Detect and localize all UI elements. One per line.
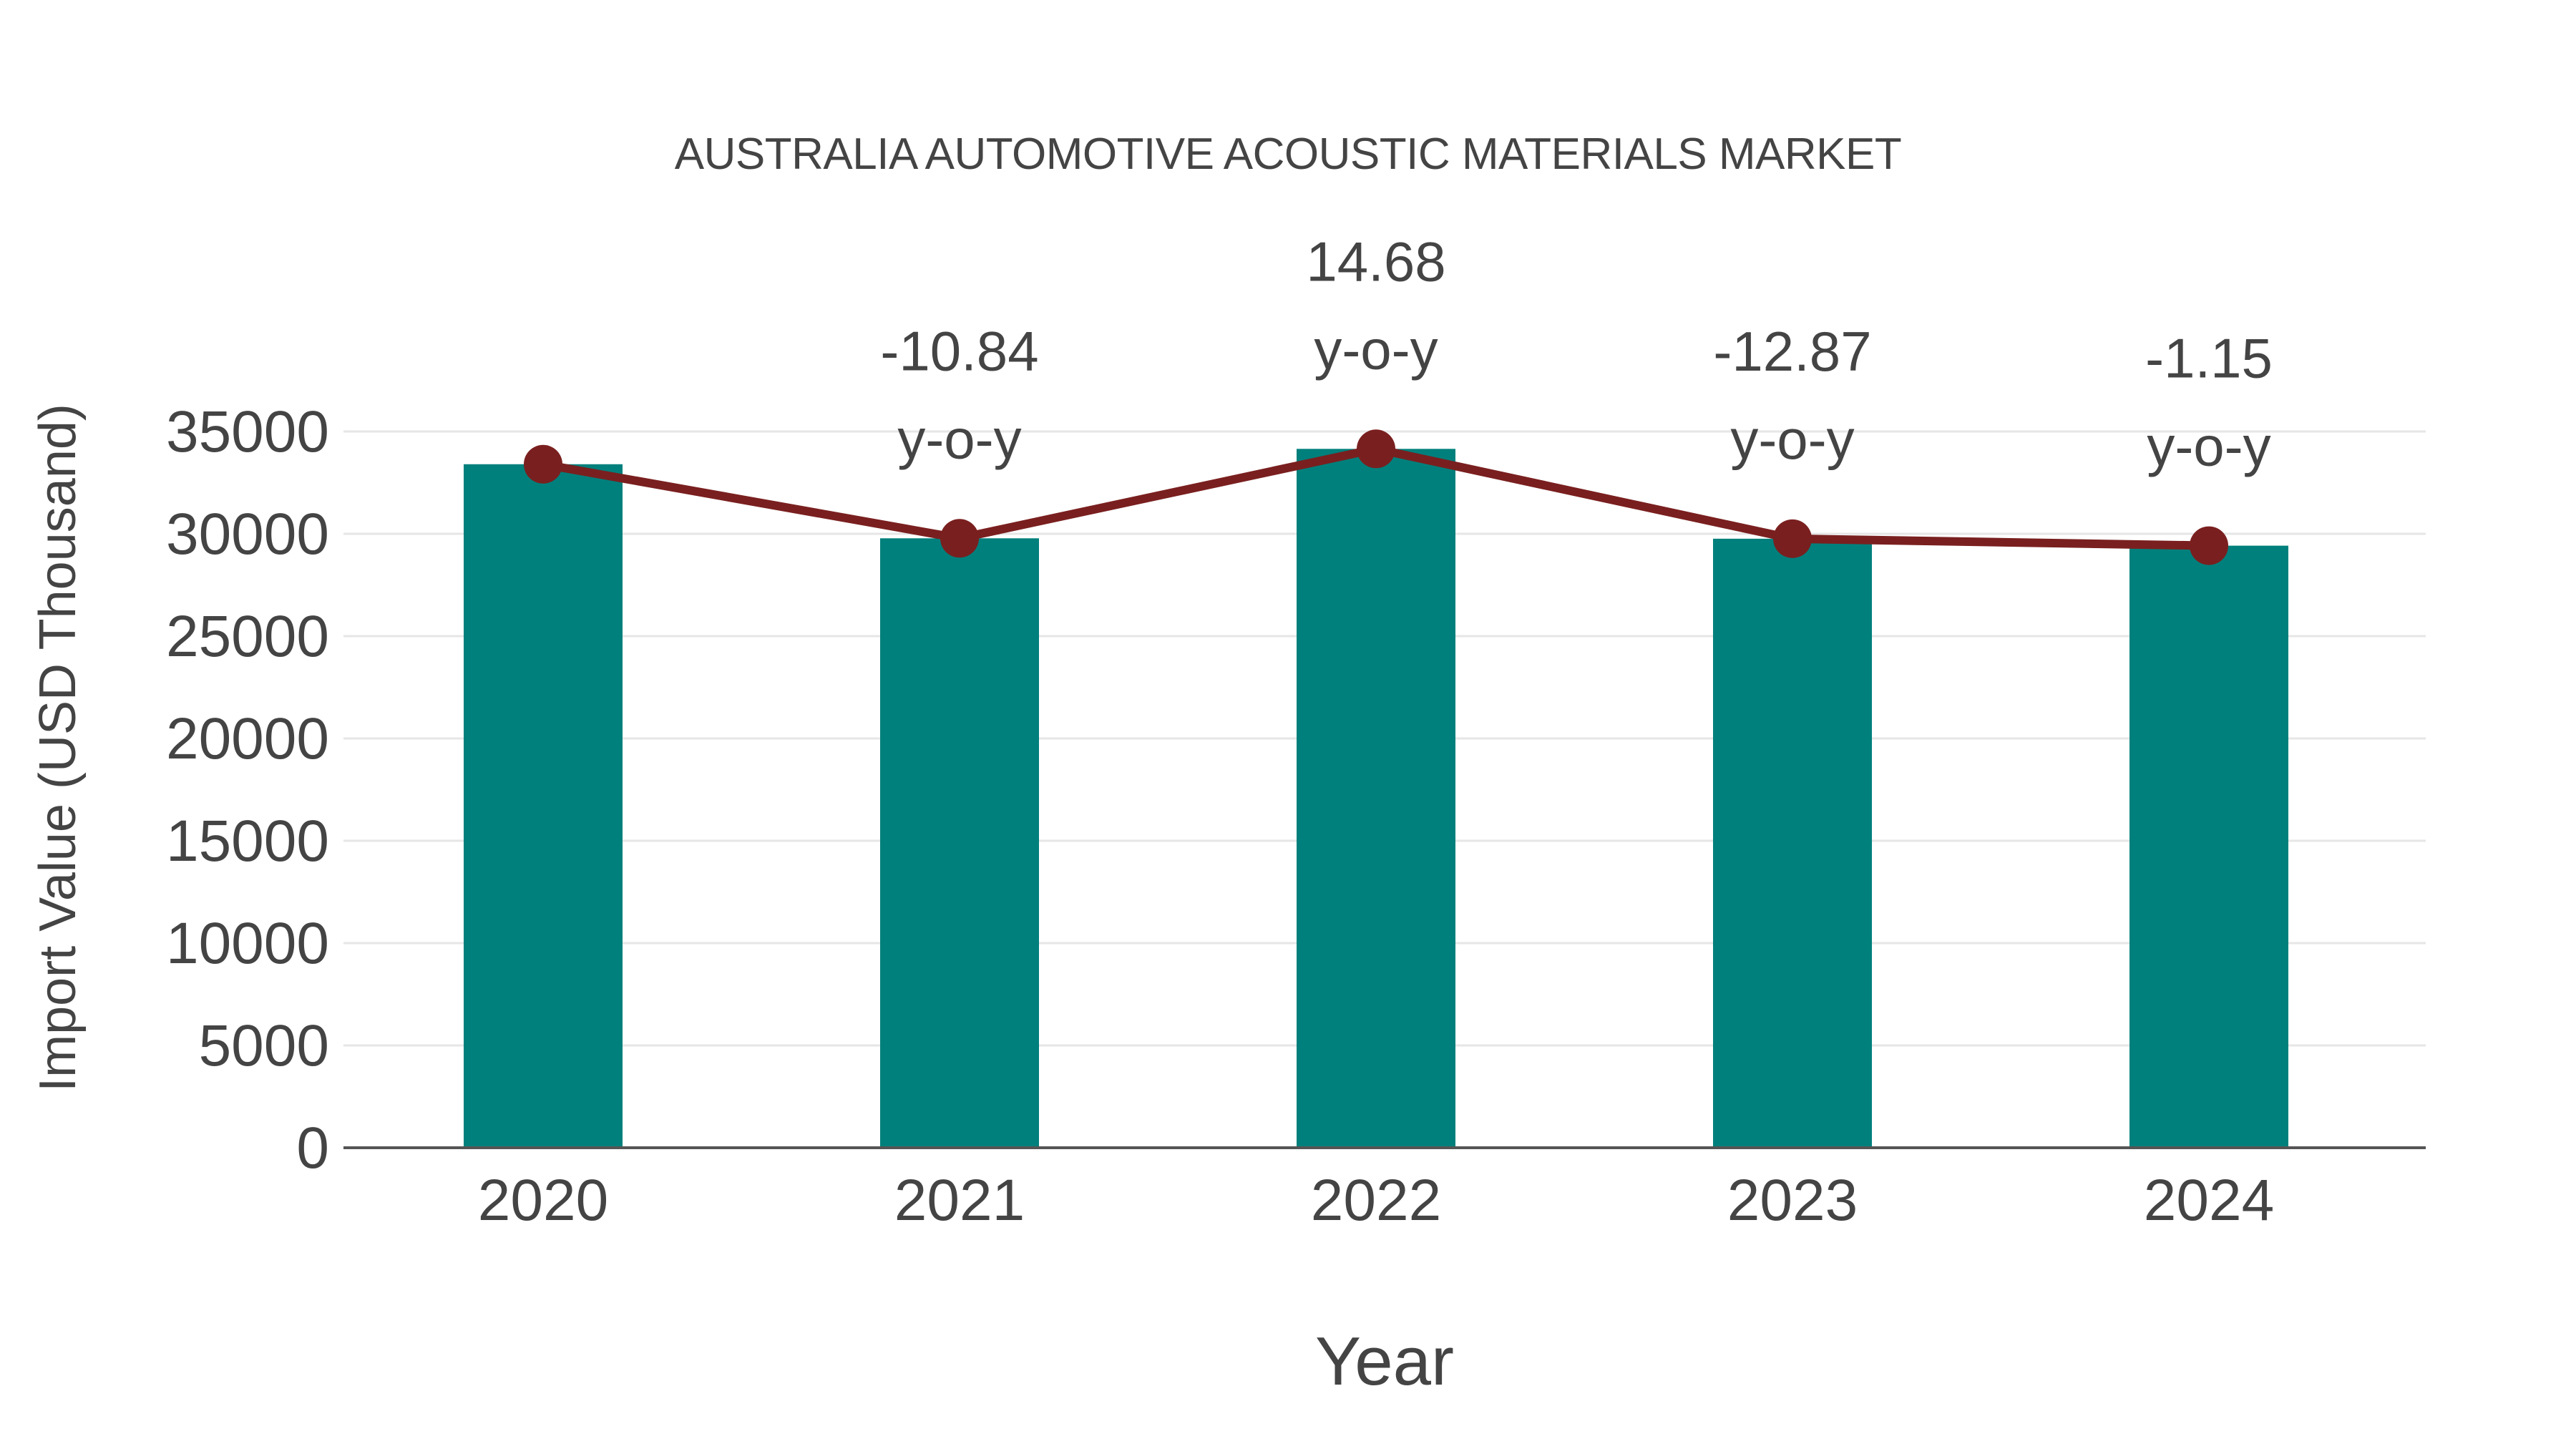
x-tick-label: 2020 (478, 1168, 608, 1233)
y-tick-label: 5000 (199, 1013, 329, 1078)
yoy-suffix: y-o-y (1314, 318, 1438, 381)
yoy-value: -1.15 (2145, 327, 2273, 390)
trend-marker (940, 519, 979, 558)
yoy-value: -12.87 (1713, 320, 1871, 383)
y-axis-title: Import Value (USD Thousand) (29, 404, 87, 1092)
x-axis-ticks: 2020 2021 2022 2023 2024 (478, 1168, 2274, 1233)
x-tick-label: 2022 (1311, 1168, 1441, 1233)
bar-series (464, 449, 2288, 1148)
trend-marker (2190, 526, 2228, 565)
yoy-value: 14.68 (1306, 230, 1445, 293)
y-axis-ticks: 0 5000 10000 15000 20000 25000 30000 35000 (166, 399, 329, 1181)
x-tick-label: 2024 (2144, 1168, 2274, 1233)
x-axis-title: Year (1315, 1323, 1454, 1400)
trend-marker (524, 444, 562, 484)
bar-2022 (1297, 449, 1455, 1148)
bar-2024 (2129, 545, 2288, 1148)
yoy-annotations: -10.84 y-o-y 14.68 y-o-y -12.87 y-o-y -1.15 y-o… (880, 230, 2272, 477)
y-tick-label: 35000 (166, 399, 329, 464)
y-tick-label: 15000 (166, 809, 329, 874)
trend-marker (1357, 429, 1395, 469)
yoy-suffix: y-o-y (897, 407, 1021, 470)
trend-marker (1773, 519, 1812, 558)
y-tick-label: 20000 (166, 706, 329, 771)
bar-2021 (880, 538, 1039, 1148)
yoy-suffix: y-o-y (1730, 408, 1854, 471)
y-tick-label: 0 (296, 1116, 329, 1181)
bar-2020 (464, 464, 623, 1148)
yoy-suffix: y-o-y (2147, 415, 2270, 478)
y-tick-label: 10000 (166, 911, 329, 976)
bar-2023 (1713, 538, 1872, 1148)
y-tick-label: 30000 (166, 502, 329, 567)
chart-title: AUSTRALIA AUTOMOTIVE ACOUSTIC MATERIALS … (674, 130, 1902, 179)
yoy-value: -10.84 (880, 319, 1038, 382)
y-tick-label: 25000 (166, 604, 329, 669)
x-tick-label: 2023 (1727, 1168, 1858, 1233)
x-tick-label: 2021 (894, 1168, 1025, 1233)
line-series (524, 429, 2228, 565)
